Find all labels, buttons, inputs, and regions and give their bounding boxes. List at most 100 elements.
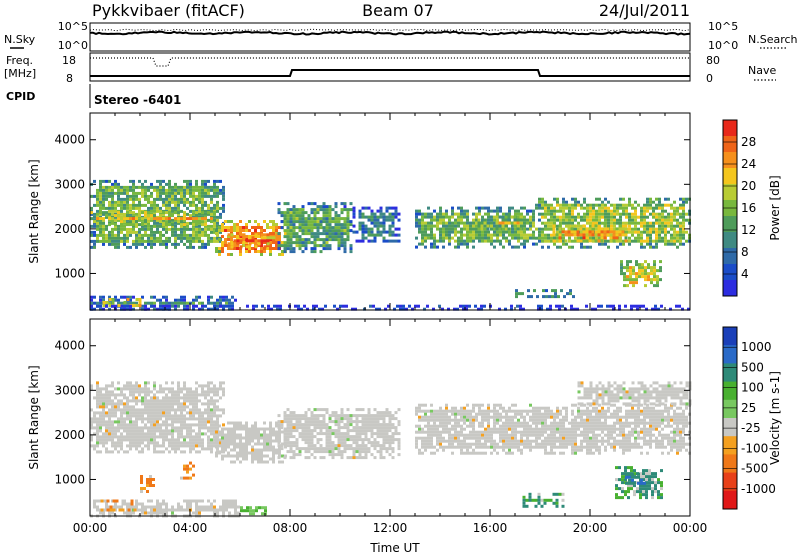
echo-cell (150, 239, 153, 243)
echo-cell (370, 420, 374, 424)
echo-cell (508, 242, 511, 246)
echo-cell (570, 227, 574, 231)
echo-cell (379, 453, 383, 457)
echo-cell (156, 435, 159, 439)
echo-cell (436, 215, 439, 219)
echo-cell (324, 304, 327, 308)
echo-cell (682, 236, 685, 240)
echo-cell (230, 253, 233, 256)
echo-cell (272, 427, 275, 431)
echo-cell (460, 424, 463, 428)
echo-cell (135, 206, 138, 210)
echo-cell (641, 272, 644, 276)
echo-cell (236, 436, 239, 440)
echo-cell (567, 227, 571, 231)
echo-cell (192, 203, 195, 207)
echo-cell (304, 211, 308, 215)
echo-cell (239, 436, 242, 440)
echo-cell (159, 197, 162, 201)
echo-cell (105, 206, 108, 210)
echo-cell (472, 421, 475, 425)
echo-cell (272, 454, 275, 458)
echo-cell (675, 304, 678, 308)
echo-cell (156, 209, 159, 213)
echo-cell (439, 218, 442, 222)
echo-cell (219, 295, 222, 299)
echo-cell (307, 241, 311, 245)
echo-cell (322, 232, 326, 236)
echo-cell (204, 203, 207, 207)
echo-cell (108, 200, 111, 204)
echo-cell (310, 226, 314, 230)
echo-cell (242, 424, 245, 428)
echo-cell (445, 209, 448, 213)
echo-cell (260, 250, 263, 253)
echo-cell (487, 445, 490, 449)
echo-cell (552, 227, 556, 231)
echo-cell (574, 203, 577, 207)
echo-cell (298, 241, 302, 245)
echo-cell (207, 236, 210, 240)
echo-cell (281, 253, 284, 256)
echo-cell (186, 417, 189, 421)
echo-cell (219, 188, 222, 192)
echo-cell (292, 456, 296, 460)
echo-cell (192, 435, 195, 439)
echo-cell (439, 412, 442, 416)
echo-cell (319, 226, 323, 230)
echo-cell (493, 239, 496, 243)
echo-cell (661, 218, 664, 222)
echo-cell (207, 206, 210, 210)
echo-cell (90, 206, 93, 210)
echo-cell (328, 220, 332, 224)
echo-cell (568, 218, 571, 222)
echo-cell (370, 429, 374, 433)
echo-cell (219, 408, 222, 412)
echo-cell (272, 445, 275, 449)
echo-cell (168, 203, 171, 207)
echo-cell (298, 423, 302, 427)
echo-cell (331, 444, 335, 448)
echo-cell (114, 242, 117, 246)
echo-cell (445, 412, 448, 416)
echo-cell (177, 188, 180, 192)
echo-cell (105, 441, 108, 445)
echo-cell (472, 442, 475, 446)
echo-cell (195, 450, 198, 454)
echo-cell (337, 429, 341, 433)
echo-cell (295, 217, 299, 221)
echo-cell (454, 212, 457, 216)
echo-cell (649, 212, 652, 216)
echo-cell (469, 227, 472, 231)
echo-cell (424, 418, 427, 422)
echo-cell (215, 421, 218, 425)
echo-cell (382, 239, 386, 243)
echo-cell (216, 188, 219, 192)
echo-cell (144, 224, 147, 228)
echo-cell (436, 427, 439, 431)
echo-cell (430, 433, 433, 437)
echo-cell (180, 239, 183, 243)
echo-cell (388, 441, 392, 445)
echo-cell (129, 227, 132, 231)
echo-cell (99, 387, 102, 391)
echo-cell (207, 239, 210, 243)
echo-cell (204, 402, 207, 406)
echo-cell (331, 453, 335, 457)
echo-cell (544, 239, 547, 243)
echo-cell (424, 439, 427, 443)
echo-cell (105, 179, 108, 183)
echo-cell (117, 408, 120, 412)
echo-cell (325, 432, 329, 436)
echo-cell (186, 185, 189, 189)
echo-cell (607, 200, 610, 204)
echo-cell (177, 405, 180, 409)
echo-cell (132, 185, 135, 189)
echo-cell (343, 435, 347, 439)
echo-cell (463, 409, 466, 413)
echo-cell (183, 441, 186, 445)
echo-cell (165, 211, 168, 215)
echo-cell (541, 200, 544, 204)
y-tick-label: 4000 (54, 133, 85, 147)
echo-cell (397, 233, 401, 237)
